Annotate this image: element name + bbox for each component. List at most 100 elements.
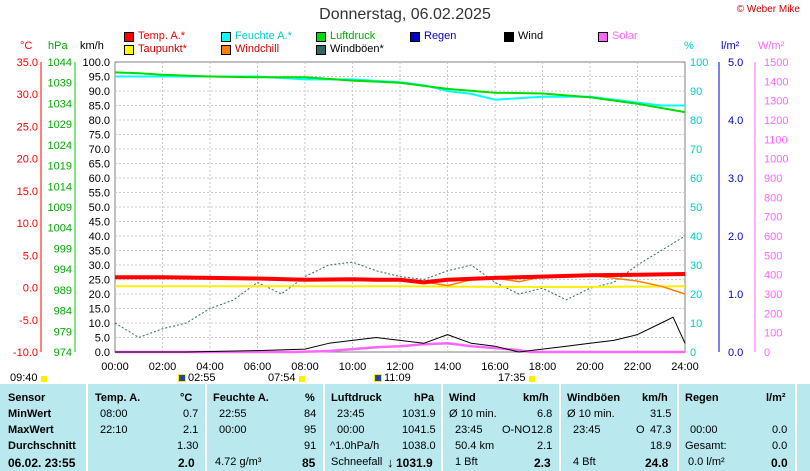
copyright-link[interactable]: © Weber Mike	[736, 4, 800, 15]
row-max-label: MaxWert	[8, 424, 54, 436]
weather-chart: 00:00 02:00 04:00 06:00 08:00 10:00 12:00 14:00…	[13, 57, 789, 373]
max-press-time: 00:00	[337, 424, 365, 436]
header-pressure-unit: hPa	[414, 392, 435, 404]
max-rain-time: 00:00	[690, 424, 718, 436]
series-temp-a	[115, 272, 686, 285]
header-humidity: Feuchte A.	[213, 392, 269, 404]
day-icon	[299, 376, 305, 382]
avg-press-trend: ^1.0hPa/h	[330, 440, 380, 452]
unit-solar: W/m²	[758, 40, 785, 52]
legend-swatch	[124, 32, 134, 42]
legend-label: Windböen*	[330, 43, 384, 55]
grid-lines	[115, 62, 685, 352]
y-tick-solar: 500	[764, 250, 782, 262]
legend-swatch	[598, 32, 608, 42]
header-rain: Regen	[685, 392, 719, 404]
unit-temp: °C	[20, 40, 33, 52]
x-tick-label: 20:00	[576, 361, 604, 373]
current-hum: 85	[302, 456, 316, 470]
y-tick-humidity: 80	[690, 115, 702, 127]
current-gust-bft: 4 Bft	[573, 456, 596, 468]
header-rain-unit: l/m²	[766, 392, 786, 404]
current-wind-bft: 1 Bft	[455, 456, 478, 468]
series-wind	[115, 316, 686, 353]
unit-pressure: hPa	[48, 40, 68, 52]
y-tick-temp: 30.0	[17, 89, 38, 101]
y-tick-pressure: 984	[54, 306, 72, 318]
y-tick-rain: 2.0	[728, 231, 743, 243]
y-tick-wind: 80.0	[89, 115, 110, 127]
y-tick-rain: 5.0	[728, 57, 743, 69]
avg-hum: 91	[304, 440, 317, 452]
y-tick-wind: 45.0	[89, 217, 110, 229]
legend-swatch	[504, 32, 514, 42]
x-tick-label: 22:00	[624, 361, 652, 373]
y-tick-pressure: 989	[54, 285, 72, 297]
table-divider	[205, 384, 207, 471]
y-tick-solar: 100	[764, 328, 782, 340]
legend-label: Taupunkt*	[138, 43, 187, 55]
y-tick-pressure: 1009	[48, 202, 72, 214]
header-temp-unit: °C	[180, 392, 193, 404]
avg-press: 1038.0	[402, 440, 436, 452]
current-hum-abs: 4.72 g/m³	[215, 456, 262, 468]
y-tick-humidity: 20	[690, 289, 702, 301]
table-divider	[441, 384, 443, 471]
y-tick-solar: 200	[764, 308, 782, 320]
y-tick-wind: 90.0	[89, 86, 110, 98]
y-tick-temp: 25.0	[17, 121, 38, 133]
row-current-label: 06.02. 23:55	[8, 456, 76, 470]
y-tick-temp: 20.0	[17, 154, 38, 166]
mark-start-icon	[41, 376, 47, 382]
mark-day-time: 07:54	[268, 372, 296, 384]
min-temp-time: 08:00	[100, 408, 128, 420]
current-rain-rate: 0.0 l/m²	[688, 456, 725, 468]
y-tick-solar: 300	[764, 289, 782, 301]
header-pressure: Luftdruck	[331, 392, 382, 404]
y-tick-solar: 600	[764, 231, 782, 243]
legend-label: Temp. A.*	[138, 30, 186, 42]
current-rain: 0.0	[771, 456, 788, 470]
y-tick-temp: 5.0	[23, 250, 38, 262]
y-tick-pressure: 1044	[48, 57, 72, 69]
y-tick-wind: 25.0	[89, 275, 110, 287]
y-tick-wind: 20.0	[89, 289, 110, 301]
header-wind-unit: km/h	[523, 392, 549, 404]
current-gust: 24.8	[645, 456, 669, 470]
series-lines	[114, 71, 686, 354]
y-tick-pressure: 974	[54, 347, 72, 359]
y-tick-temp: 10.0	[17, 218, 38, 230]
header-temp: Temp. A.	[95, 392, 141, 404]
header-humidity-unit: %	[305, 392, 315, 404]
y-tick-pressure: 1029	[48, 119, 72, 131]
max-press: 1041.5	[402, 424, 436, 436]
y-tick-wind: 10.0	[89, 318, 110, 330]
y-tick-humidity: 40	[690, 231, 702, 243]
legend-swatch	[410, 32, 420, 42]
min-hum-time: 22:55	[219, 408, 247, 420]
y-tick-wind: 30.0	[89, 260, 110, 272]
row-min-label: MinWert	[8, 408, 52, 420]
y-tick-humidity: 60	[690, 173, 702, 185]
header-gust: Windböen	[567, 392, 621, 404]
legend-swatch	[316, 45, 326, 55]
min-wind-label: Ø 10 min.	[449, 408, 497, 420]
x-tick-label: 10:00	[339, 361, 367, 373]
table-divider	[559, 384, 561, 471]
x-tick-label: 08:00	[291, 361, 319, 373]
x-tick-label: 12:00	[386, 361, 414, 373]
min-hum: 84	[304, 408, 317, 420]
y-tick-solar: 1000	[764, 154, 788, 166]
legend-swatch	[316, 32, 326, 42]
sunrise-icon	[178, 374, 186, 382]
current-press-label: Schneefall	[331, 456, 383, 468]
min-wind: 6.8	[537, 408, 553, 420]
y-tick-temp: -10.0	[13, 347, 38, 359]
x-tick-label: 24:00	[671, 361, 699, 373]
y-tick-solar: 1400	[764, 76, 788, 88]
legend-label: Regen	[424, 30, 457, 42]
avg-gust: 18.9	[650, 440, 672, 452]
y-tick-wind: 75.0	[89, 130, 110, 142]
max-gust-time: 23:45	[573, 424, 601, 436]
legend-swatch	[124, 45, 134, 55]
